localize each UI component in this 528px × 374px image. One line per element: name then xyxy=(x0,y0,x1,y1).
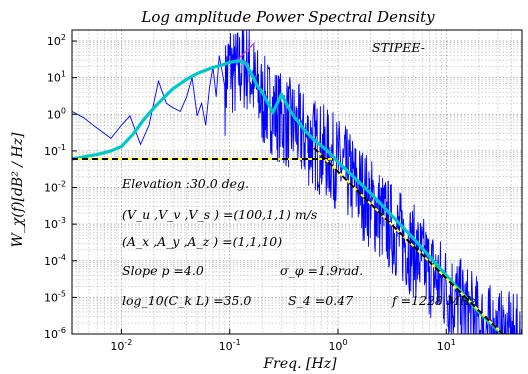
y-tick-label: 10-1 xyxy=(44,143,66,158)
annotation-stipee: STIPEE- xyxy=(372,40,425,55)
annotation-velocity: (V_u ,V_v ,V_s ) =(100,1,1) m/s xyxy=(122,207,317,222)
x-axis-label-group: Freq. [Hz] xyxy=(262,356,337,372)
x-tick-label: 101 xyxy=(437,338,456,353)
x-tick-label: 10-1 xyxy=(219,338,241,353)
annotation-block: STIPEE- Elevation :30.0 deg. (V_u ,V_v ,… xyxy=(121,40,478,308)
y-tick-label: 10-2 xyxy=(44,180,66,195)
annotation-log-ckl: log_10(C_k L) =35.0 xyxy=(122,293,251,308)
y-tick-label: 101 xyxy=(47,70,66,85)
y-tick-label: 10-4 xyxy=(44,253,66,268)
y-tick-label: 10-3 xyxy=(44,216,66,231)
y-axis-label: W_χ(f)[dB² / Hz] xyxy=(10,132,26,248)
annotation-slope: Slope p =4.0 xyxy=(122,263,204,278)
grid-lines xyxy=(72,29,523,335)
x-axis-label: Freq. [Hz] xyxy=(262,356,337,372)
annotation-elevation: Elevation :30.0 deg. xyxy=(121,176,249,191)
y-tick-label: 102 xyxy=(47,33,66,48)
plot-area xyxy=(72,30,522,334)
annotation-freq: f =1228 MHz xyxy=(391,293,478,308)
series-psd-smoothed xyxy=(72,59,505,334)
y-tick-label: 10-6 xyxy=(44,326,66,341)
x-axis-ticks: 10-2 10-1 100 101 xyxy=(110,329,456,353)
y-tick-label: 100 xyxy=(47,106,66,121)
x-tick-label: 100 xyxy=(328,338,347,353)
y-axis-ticks: 102 101 100 10-1 10-2 10-3 10-4 10-5 10-6 xyxy=(44,33,77,341)
annotation-anisotropy: (A_x ,A_y ,A_z ) =(1,1,10) xyxy=(122,234,282,249)
annotation-s4: S_4 =0.47 xyxy=(288,293,353,308)
x-tick-label: 10-2 xyxy=(110,338,132,353)
annotation-sigma-phi: σ_φ =1.9rad. xyxy=(280,263,363,278)
series-layer xyxy=(72,30,522,334)
chart-title: Log amplitude Power Spectral Density xyxy=(140,8,435,26)
series-dashed-slope xyxy=(313,147,505,334)
y-axis-label-group: W_χ(f)[dB² / Hz] xyxy=(10,132,26,248)
y-tick-label: 10-5 xyxy=(44,289,66,304)
plot-frame xyxy=(71,29,523,335)
